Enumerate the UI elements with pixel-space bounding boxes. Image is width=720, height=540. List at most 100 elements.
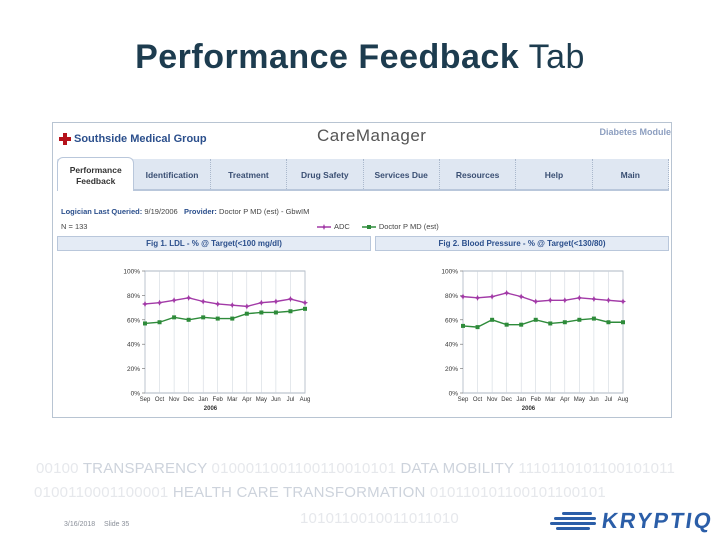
fig1-title: Fig 1. LDL - % @ Target(<100 mg/dl) xyxy=(57,236,371,251)
data-point-doctor xyxy=(475,325,480,330)
data-point-adc xyxy=(518,293,525,300)
medical-cross-icon xyxy=(59,133,71,145)
tab-bar: Performance Feedback Identification Trea… xyxy=(57,157,669,191)
y-tick-label: 100% xyxy=(441,269,458,276)
data-point-adc xyxy=(258,299,265,306)
data-point-doctor xyxy=(244,311,249,316)
data-point-adc xyxy=(489,293,496,300)
tab-help[interactable]: Help xyxy=(516,159,593,189)
legend-swatch-doctor xyxy=(361,224,376,229)
data-point-doctor xyxy=(461,323,465,328)
banner-bits-1b: 0100011001100110010101 xyxy=(207,460,401,477)
plot-area xyxy=(462,270,624,394)
slide-title: Performance Feedback Tab xyxy=(0,38,720,77)
data-point-adc xyxy=(532,298,539,305)
data-point-adc xyxy=(272,298,279,305)
y-tick-label: 40% xyxy=(127,342,140,349)
data-point-adc xyxy=(576,294,583,301)
caremanager-screenshot: Southside Medical Group CareManager Diab… xyxy=(52,122,672,418)
data-point-doctor xyxy=(303,306,307,311)
x-tick-label: Jan xyxy=(198,397,208,403)
banner-bits-2b: 010110101100101100101 xyxy=(425,484,606,501)
module-label: Diabetes Module xyxy=(599,127,671,137)
x-axis-label: 2006 xyxy=(204,406,218,412)
data-point-doctor xyxy=(490,317,495,322)
y-tick-label: 60% xyxy=(127,317,140,324)
banner-line-3: 1010110010011011010 xyxy=(300,510,459,527)
legend-label-doctor: Doctor P MD (est) xyxy=(378,222,439,231)
queried-label: Logician Last Queried: xyxy=(61,207,143,216)
x-tick-label: May xyxy=(574,397,585,403)
x-tick-label: Dec xyxy=(501,397,512,403)
data-point-adc xyxy=(243,303,250,310)
blood-pressure-chart: 0% 20% 40% 60% 80% 100% Sep Oct Nov Dec Jan Feb Mar A… xyxy=(441,269,629,413)
x-tick-label: Nov xyxy=(169,397,180,403)
data-point-doctor xyxy=(201,315,206,320)
data-point-doctor xyxy=(621,320,625,325)
x-tick-label: Jan xyxy=(516,397,526,403)
plot-area xyxy=(144,270,306,394)
data-point-adc xyxy=(142,300,148,307)
data-point-adc xyxy=(460,293,466,300)
data-point-adc xyxy=(302,299,308,306)
data-point-adc xyxy=(156,299,163,306)
app-title: CareManager xyxy=(317,126,427,145)
data-point-doctor xyxy=(548,321,553,326)
banner-line-2: 0100110001100001 HEALTH CARE TRANSFORMAT… xyxy=(34,484,606,501)
banner-bits-2a: 0100110001100001 xyxy=(34,484,173,501)
y-tick-label: 0% xyxy=(449,391,459,398)
x-axis-label: 2006 xyxy=(522,406,536,412)
tab-identification[interactable]: Identification xyxy=(134,159,211,189)
data-point-doctor xyxy=(143,321,147,326)
banner-bits-1a: 00100 xyxy=(36,460,83,477)
kryptiq-mark-icon xyxy=(550,510,598,532)
y-tick-label: 20% xyxy=(127,366,140,373)
x-tick-label: Jul xyxy=(605,397,613,403)
banner-line-1: 00100 TRANSPARENCY 010001100110011001010… xyxy=(36,460,675,477)
slide-title-bold: Performance Feedback xyxy=(135,38,520,76)
data-point-adc xyxy=(605,297,612,304)
org-logo: Southside Medical Group xyxy=(59,133,207,145)
legend-swatch-adc xyxy=(317,223,331,230)
x-tick-label: May xyxy=(256,397,267,403)
x-tick-label: Mar xyxy=(545,397,555,403)
data-point-doctor xyxy=(504,322,509,327)
tab-drug-safety[interactable]: Drug Safety xyxy=(287,159,364,189)
x-tick-label: Apr xyxy=(242,397,251,403)
x-tick-label: Aug xyxy=(618,397,629,403)
x-tick-label: Nov xyxy=(487,397,498,403)
app-header: Southside Medical Group CareManager Diab… xyxy=(53,123,671,159)
tab-treatment[interactable]: Treatment xyxy=(211,159,288,189)
data-point-adc xyxy=(561,297,568,304)
data-point-adc xyxy=(474,294,481,301)
data-point-adc xyxy=(287,296,294,303)
series-line-adc xyxy=(144,297,306,308)
data-point-adc xyxy=(547,297,554,304)
x-tick-label: Sep xyxy=(458,397,469,403)
tab-services-due[interactable]: Services Due xyxy=(364,159,440,189)
tab-main[interactable]: Main xyxy=(593,159,669,189)
data-point-doctor xyxy=(591,316,596,321)
data-point-doctor xyxy=(533,317,538,322)
data-point-adc xyxy=(200,298,207,305)
y-tick-label: 20% xyxy=(445,366,458,373)
data-point-doctor xyxy=(215,316,220,321)
tab-performance-feedback[interactable]: Performance Feedback xyxy=(57,157,135,191)
tab-resources[interactable]: Resources xyxy=(440,159,517,189)
data-point-doctor xyxy=(157,320,162,325)
ldl-chart: 0% 20% 40% 60% 80% 100% Sep Oct Nov Dec Jan Feb Mar A… xyxy=(123,269,311,413)
series-line-doctor xyxy=(144,308,306,325)
legend-item-doctor: Doctor P MD (est) xyxy=(361,222,439,231)
data-point-doctor xyxy=(259,310,264,315)
data-point-adc xyxy=(590,296,597,303)
chart-legend: ADC Doctor P MD (est) xyxy=(317,222,439,231)
x-tick-label: Feb xyxy=(531,397,542,403)
y-tick-label: 100% xyxy=(123,269,140,276)
legend-label-adc: ADC xyxy=(334,222,350,231)
x-tick-label: Jun xyxy=(271,397,281,403)
data-point-adc xyxy=(229,302,236,309)
y-tick-label: 80% xyxy=(445,293,458,300)
y-tick-label: 60% xyxy=(445,317,458,324)
x-tick-label: Mar xyxy=(227,397,237,403)
x-tick-label: Aug xyxy=(300,397,311,403)
